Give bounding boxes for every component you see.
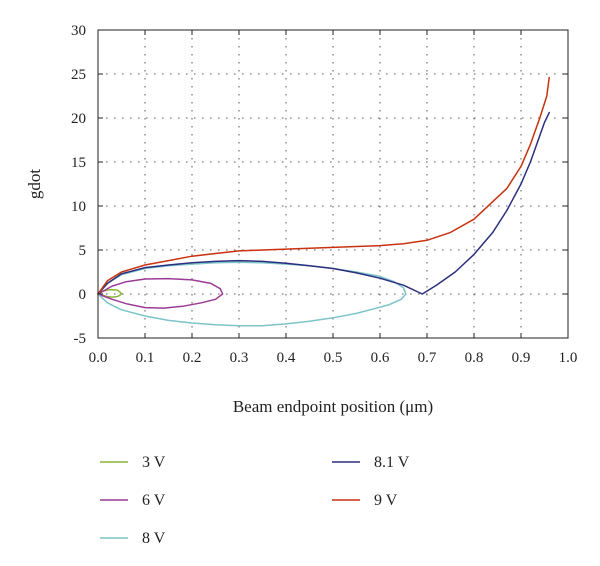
series-line-3-v bbox=[97, 288, 123, 298]
y-tick-label: -5 bbox=[74, 331, 87, 347]
legend-item: 8 V bbox=[100, 530, 166, 547]
x-tick-label: 1.0 bbox=[559, 350, 578, 366]
legend-item: 8.1 V bbox=[332, 454, 410, 471]
grid bbox=[98, 30, 568, 338]
series-line-6-v bbox=[97, 277, 224, 309]
x-tick-label: 0.1 bbox=[136, 350, 155, 366]
x-tick-label: 0.4 bbox=[277, 350, 296, 366]
legend-item: 6 V bbox=[100, 492, 166, 509]
legend-item: 3 V bbox=[100, 454, 166, 471]
ticks: 0.0 0.1 0.2 0.3 0.4 0.5 0.6 0.7 0.8 0.9 1.0 -5 0 5 10 1… bbox=[71, 23, 577, 366]
legend-item: 9 V bbox=[332, 492, 398, 509]
plot-frame bbox=[97, 29, 569, 339]
legend-label: 9 V bbox=[374, 492, 398, 509]
y-tick-label: 15 bbox=[71, 155, 86, 171]
x-tick-label: 0.5 bbox=[324, 350, 343, 366]
y-tick-label: 30 bbox=[71, 23, 86, 39]
series-layer bbox=[97, 76, 550, 327]
legend-label: 8 V bbox=[142, 530, 166, 547]
legend-label: 3 V bbox=[142, 454, 166, 471]
x-tick-label: 0.7 bbox=[418, 350, 437, 366]
x-tick-label: 0.0 bbox=[89, 350, 108, 366]
y-tick-label: 10 bbox=[71, 199, 86, 215]
legend-label: 8.1 V bbox=[374, 454, 410, 471]
x-tick-label: 0.9 bbox=[512, 350, 531, 366]
series-line-8-1-v bbox=[97, 111, 550, 295]
legend-label: 6 V bbox=[142, 492, 166, 509]
y-tick-label: 0 bbox=[79, 287, 87, 303]
legend: 3 V 6 V 8 V 8.1 V 9 V bbox=[100, 454, 410, 547]
y-tick-label: 5 bbox=[79, 243, 87, 259]
series-line-9-v bbox=[97, 76, 550, 295]
y-tick-label: 25 bbox=[71, 67, 86, 83]
x-tick-label: 0.2 bbox=[183, 350, 202, 366]
y-tick-label: 20 bbox=[71, 111, 86, 127]
series-line-8-v bbox=[97, 261, 407, 327]
x-axis-title: Beam endpoint position (μm) bbox=[233, 397, 433, 416]
y-axis-title: gdot bbox=[25, 169, 44, 200]
x-tick-label: 0.3 bbox=[230, 350, 249, 366]
x-tick-label: 0.6 bbox=[371, 350, 390, 366]
x-tick-label: 0.8 bbox=[465, 350, 484, 366]
